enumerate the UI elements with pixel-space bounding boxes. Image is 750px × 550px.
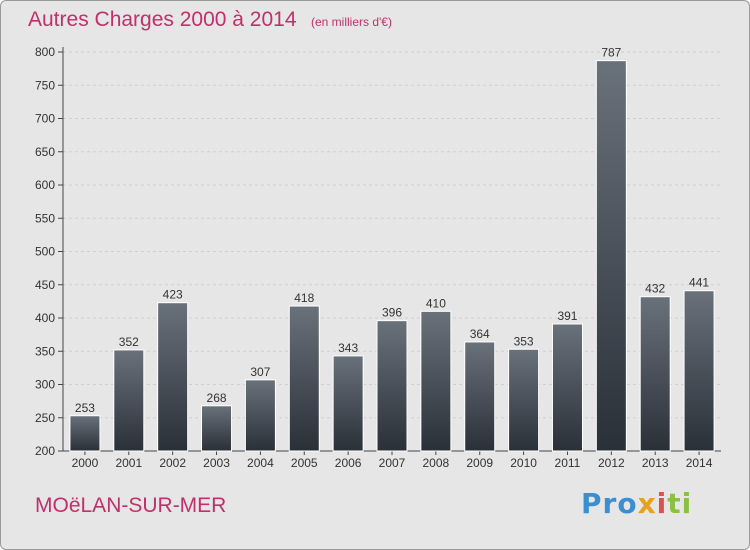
x-tick-label: 2009 xyxy=(466,456,493,470)
bar xyxy=(157,302,189,452)
x-tick-label: 2006 xyxy=(335,456,362,470)
x-tick-label: 2008 xyxy=(423,456,450,470)
proxiti-logo: Proxiti xyxy=(581,487,693,520)
y-tick-label: 350 xyxy=(35,344,55,358)
chart-title-group: Autres Charges 2000 à 2014 (en milliers … xyxy=(28,8,392,32)
bar xyxy=(113,349,145,452)
data-label: 396 xyxy=(382,306,402,320)
y-tick-label: 800 xyxy=(35,45,55,59)
y-tick-label: 200 xyxy=(35,444,55,458)
data-label: 432 xyxy=(645,282,665,296)
chart-subtitle: (en milliers d'€) xyxy=(310,15,392,29)
y-tick-label: 300 xyxy=(35,378,55,392)
chart-title: Autres Charges 2000 à 2014 xyxy=(28,8,297,31)
data-label: 307 xyxy=(250,365,270,379)
x-tick-label: 2007 xyxy=(379,456,406,470)
bar xyxy=(683,290,715,452)
y-tick-label: 650 xyxy=(35,145,55,159)
bar xyxy=(288,305,320,452)
y-tick-label: 450 xyxy=(35,278,55,292)
data-label: 423 xyxy=(163,288,183,302)
y-tick-label: 400 xyxy=(35,311,55,325)
y-tick-label: 750 xyxy=(35,78,55,92)
data-label: 418 xyxy=(294,291,314,305)
x-tick-label: 2002 xyxy=(159,456,186,470)
data-label: 353 xyxy=(514,334,534,348)
bar xyxy=(244,379,276,452)
bar xyxy=(551,323,583,452)
data-label: 410 xyxy=(426,296,446,310)
bar xyxy=(201,405,233,452)
data-label: 391 xyxy=(557,309,577,323)
bar-layer xyxy=(69,60,715,452)
x-tick-label: 2003 xyxy=(203,456,230,470)
x-tick-label: 2011 xyxy=(555,456,581,470)
data-label: 441 xyxy=(689,276,709,290)
x-tick-label: 2000 xyxy=(72,456,99,470)
x-tick-label: 2013 xyxy=(642,456,669,470)
y-tick-label: 250 xyxy=(35,411,55,425)
axis-layer: 200 250 300 350 400 450 500 550 600 650 700 750 800 2… xyxy=(35,45,721,470)
y-tick-label: 600 xyxy=(35,178,55,192)
bar xyxy=(639,296,671,452)
data-label: 343 xyxy=(338,341,358,355)
bar xyxy=(376,320,408,452)
x-tick-label: 2004 xyxy=(247,456,274,470)
y-tick-label: 550 xyxy=(35,211,55,225)
x-tick-label: 2014 xyxy=(686,456,713,470)
y-tick-label: 500 xyxy=(35,245,55,259)
data-label: 787 xyxy=(601,46,621,60)
x-tick-label: 2001 xyxy=(115,456,142,470)
data-label: 352 xyxy=(119,335,139,349)
y-tick-label: 700 xyxy=(35,112,55,126)
data-label: 268 xyxy=(207,391,227,405)
bar xyxy=(508,348,540,452)
x-tick-label: 2012 xyxy=(598,456,625,470)
bar xyxy=(332,355,364,452)
x-tick-label: 2010 xyxy=(510,456,537,470)
x-tick-label: 2005 xyxy=(291,456,318,470)
bar xyxy=(69,415,101,452)
bar xyxy=(464,341,496,452)
place-name: MOëLAN-SUR-MER xyxy=(35,494,227,517)
bar xyxy=(420,310,452,452)
label-layer: 253 352 423 268 307 418 343 396 410 364 353 391 787 4… xyxy=(75,46,709,415)
data-label: 253 xyxy=(75,401,95,415)
data-label: 364 xyxy=(470,327,490,341)
bar xyxy=(595,60,627,452)
